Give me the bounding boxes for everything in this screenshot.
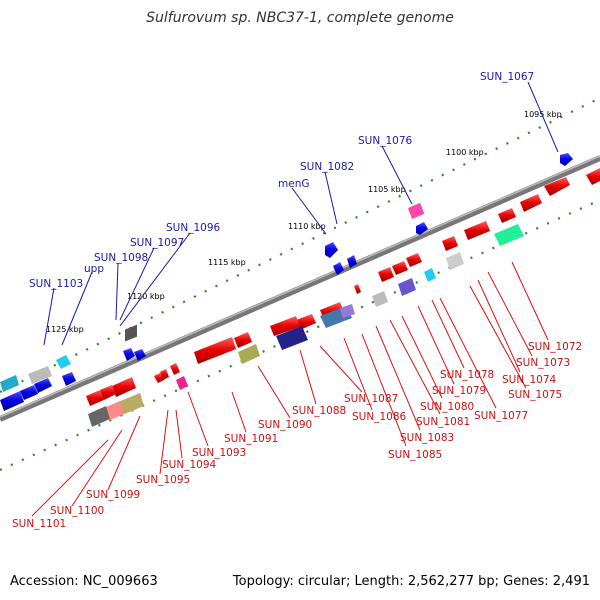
gene-label[interactable]: SUN_1067 <box>480 71 534 83</box>
gene-SUN_1098[interactable] <box>125 324 137 342</box>
gene-SUN_1067[interactable] <box>560 153 573 166</box>
gene-SUN_1103[interactable] <box>0 366 76 411</box>
gene-label[interactable]: SUN_1088 <box>292 405 346 417</box>
gene-SUN_1090[interactable] <box>234 332 252 348</box>
map-title: Sulfurovum sp. NBC37-1, complete genome <box>146 10 454 26</box>
top-leader-lines <box>43 81 559 346</box>
gene-SUN_1080[interactable] <box>406 253 422 267</box>
gene-label[interactable]: SUN_1099 <box>86 489 140 501</box>
gene-block-magenta[interactable] <box>176 376 188 390</box>
gene-label[interactable]: SUN_1101 <box>12 518 66 530</box>
gene-label[interactable]: SUN_1073 <box>516 357 570 369</box>
gene-SUN_1079[interactable] <box>442 236 458 251</box>
gene-SUN_1097[interactable] <box>123 348 135 361</box>
gene-label[interactable]: SUN_1077 <box>474 410 528 422</box>
gene-label[interactable]: SUN_1081 <box>416 416 470 428</box>
tick-label: 1095 kbp <box>524 110 562 119</box>
gene-block-teal[interactable] <box>494 224 524 246</box>
gene-SUN_1088[interactable] <box>270 316 300 336</box>
gene-label[interactable]: SUN_1072 <box>528 341 582 353</box>
gene-label[interactable]: SUN_1096 <box>166 222 220 234</box>
gene-SUN_1077[interactable] <box>498 208 516 223</box>
gene-SUN_1096[interactable] <box>134 349 146 361</box>
gene-SUN_1094[interactable] <box>154 373 164 383</box>
gene-pink-1105[interactable] <box>408 203 424 219</box>
gene-block-pink[interactable] <box>106 401 124 420</box>
gene-label[interactable]: menG <box>278 178 309 190</box>
gene-SUN_1082[interactable] <box>325 242 338 258</box>
gene-SUN_1078[interactable] <box>464 221 490 240</box>
gene-SUN_1074[interactable] <box>520 194 542 212</box>
gene-label[interactable]: SUN_1074 <box>502 374 556 386</box>
gene-menG[interactable] <box>333 255 357 275</box>
gene-label[interactable]: SUN_1085 <box>388 449 442 461</box>
gene-label[interactable]: SUN_1103 <box>29 278 83 290</box>
gene-SUN_1099[interactable] <box>112 377 136 397</box>
gene-label[interactable]: SUN_1075 <box>508 389 562 401</box>
gene-block-purple[interactable] <box>398 278 416 296</box>
gene-block-navy[interactable] <box>276 326 308 350</box>
genome-backbone <box>0 155 600 422</box>
outer-tick-track <box>0 97 600 393</box>
tick-label: 1115 kbp <box>208 258 246 267</box>
gene-label[interactable]: SUN_1094 <box>162 459 216 471</box>
gene-SUN_1085[interactable] <box>354 284 361 294</box>
gene-SUN_1081[interactable] <box>392 261 408 275</box>
gene-block-cyan[interactable] <box>424 268 436 282</box>
gene-block-grey-1083[interactable] <box>372 291 388 307</box>
gene-label[interactable]: SUN_1091 <box>224 433 278 445</box>
gene-upp[interactable] <box>56 355 71 369</box>
gene-SUN_1073[interactable] <box>586 168 600 185</box>
gene-label[interactable]: SUN_1083 <box>400 432 454 444</box>
gene-label[interactable]: SUN_1082 <box>300 161 354 173</box>
gene-label[interactable]: SUN_1078 <box>440 369 494 381</box>
gene-label[interactable]: SUN_1098 <box>94 252 148 264</box>
gene-block-grey-1078[interactable] <box>446 252 464 270</box>
gene-block-violet[interactable] <box>340 304 355 318</box>
gene-SUN_1087[interactable] <box>296 314 316 330</box>
gene-label[interactable]: SUN_1079 <box>432 385 486 397</box>
gene-SUN_1093[interactable] <box>170 363 180 375</box>
gene-label[interactable]: SUN_1097 <box>130 237 184 249</box>
genome-summary-text: Topology: circular; Length: 2,562,277 bp… <box>232 574 590 589</box>
tick-label: 1120 kbp <box>127 292 165 301</box>
accession-text: Accession: NC_009663 <box>10 574 158 589</box>
inner-tick-track <box>0 198 600 472</box>
tick-label: 1110 kbp <box>288 222 326 231</box>
tick-label: 1100 kbp <box>446 148 484 157</box>
gene-SUN_1072[interactable] <box>544 177 570 196</box>
gene-label[interactable]: SUN_1100 <box>50 505 104 517</box>
gene-SUN_1100[interactable] <box>86 390 104 406</box>
gene-block-olive[interactable] <box>238 344 260 364</box>
gene-block-olive-2[interactable] <box>118 393 144 415</box>
gene-label[interactable]: SUN_1080 <box>420 401 474 413</box>
bottom-leader-lines <box>31 261 549 517</box>
gene-SUN_1076[interactable] <box>416 222 428 235</box>
gene-SUN_1091[interactable] <box>194 337 236 364</box>
tick-label: 1105 kbp <box>368 185 406 194</box>
gene-SUN_1095[interactable] <box>160 369 169 380</box>
gene-label[interactable]: upp <box>84 263 104 275</box>
gene-label[interactable]: SUN_1087 <box>344 393 398 405</box>
gene-SUN_1083[interactable] <box>378 267 394 282</box>
gene-label[interactable]: SUN_1090 <box>258 419 312 431</box>
gene-label[interactable]: SUN_1086 <box>352 411 406 423</box>
gene-label[interactable]: SUN_1093 <box>192 447 246 459</box>
gene-block-darkgrey[interactable] <box>88 406 110 427</box>
gene-label[interactable]: SUN_1095 <box>136 474 190 486</box>
gene-label[interactable]: SUN_1076 <box>358 135 412 147</box>
gene-SUN_1101[interactable] <box>100 385 116 400</box>
tick-label: 1125 kbp <box>46 325 84 334</box>
